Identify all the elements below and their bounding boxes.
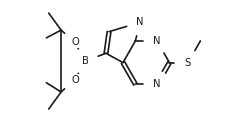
Text: N: N bbox=[153, 79, 161, 89]
Text: S: S bbox=[185, 58, 191, 68]
Text: O: O bbox=[71, 37, 79, 47]
Text: B: B bbox=[82, 56, 89, 66]
Text: N: N bbox=[153, 36, 161, 46]
Text: O: O bbox=[71, 75, 79, 85]
Text: N: N bbox=[136, 17, 144, 27]
